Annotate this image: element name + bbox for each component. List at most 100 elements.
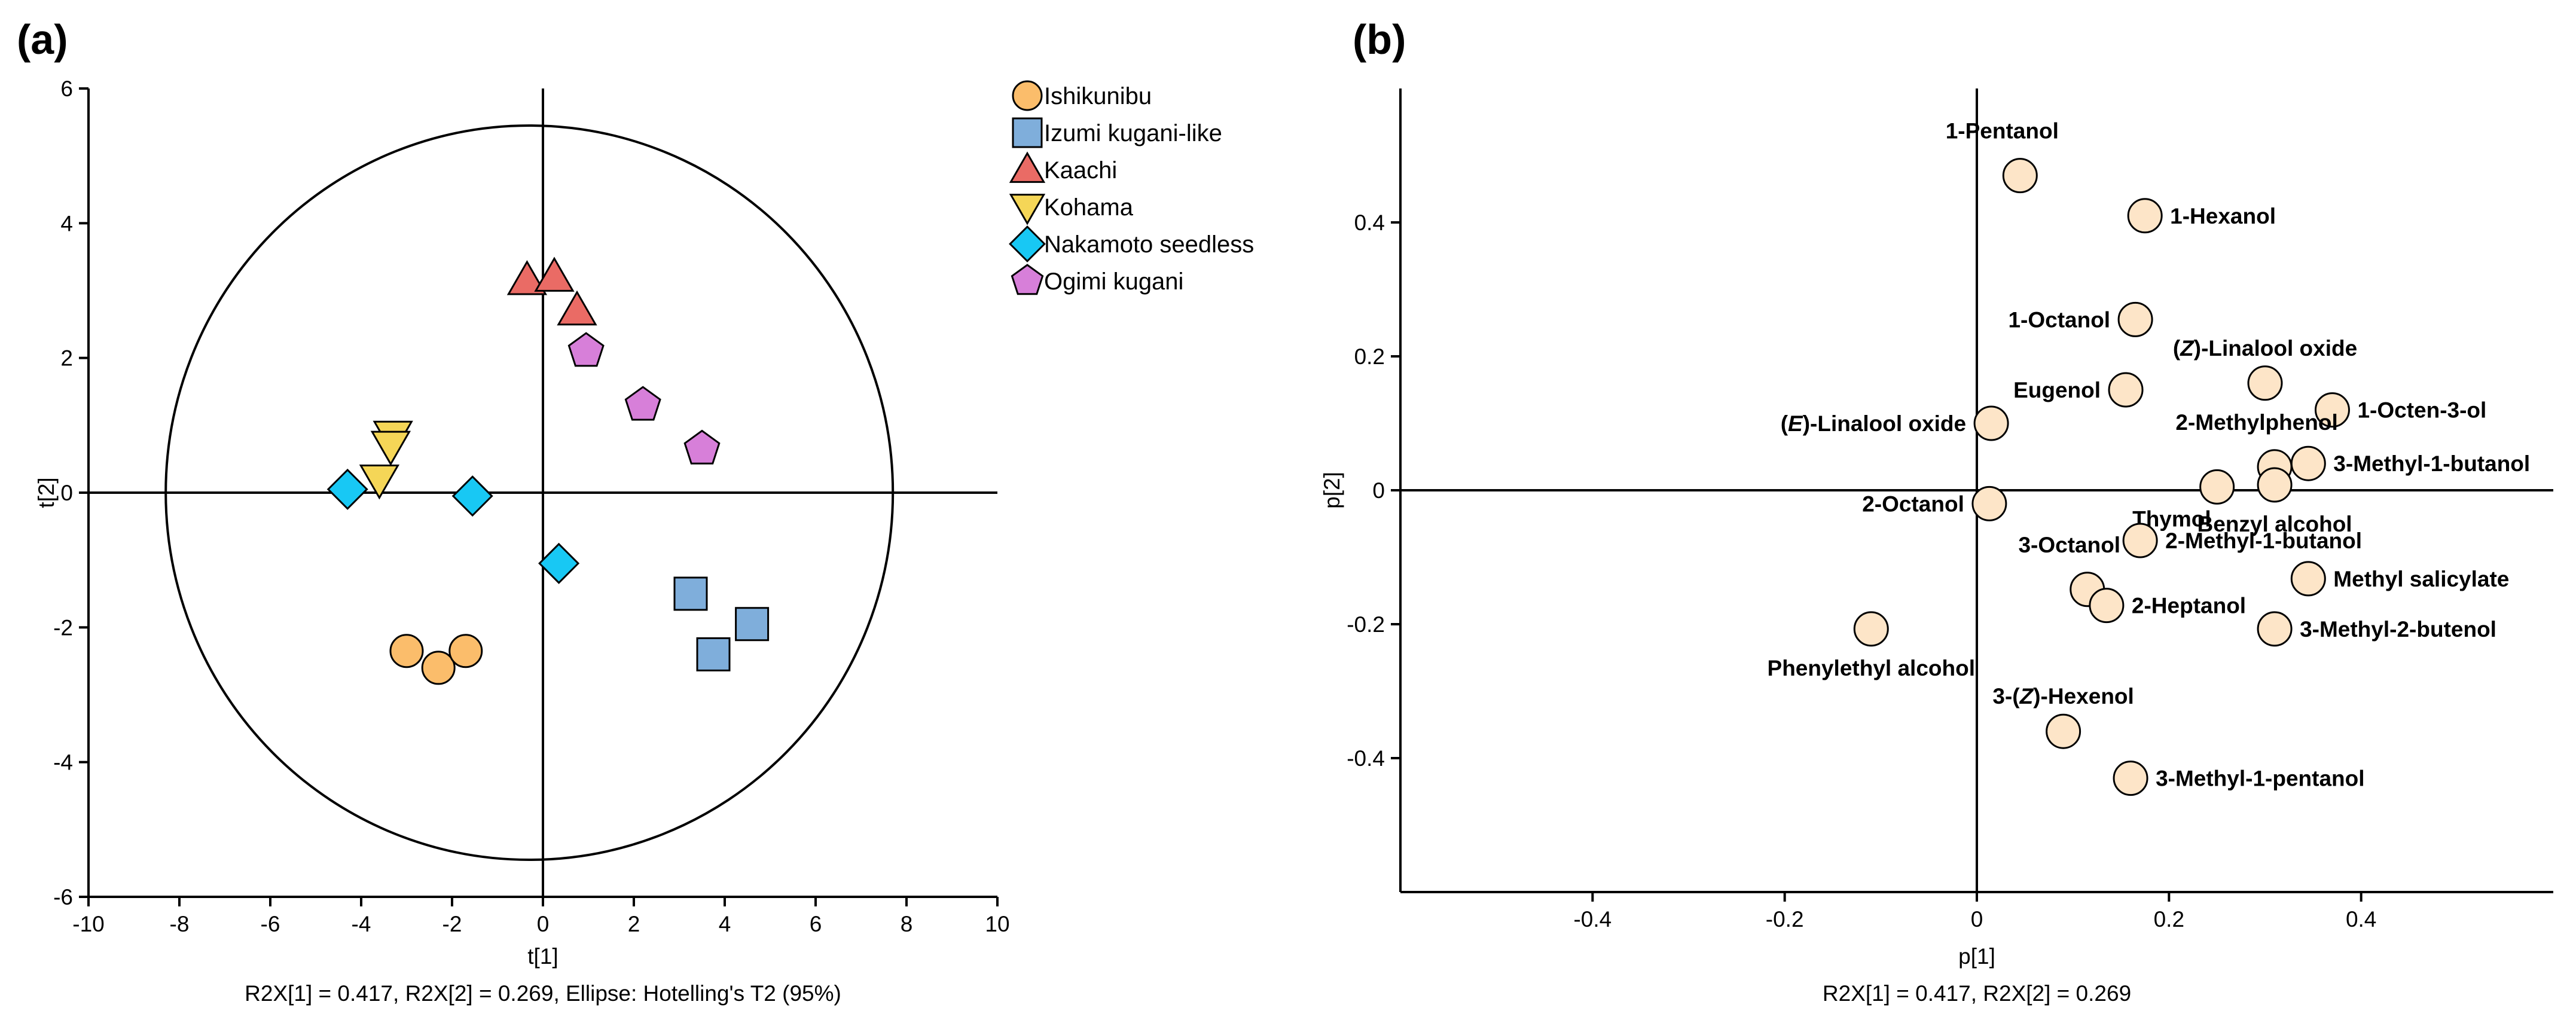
- loading-label-1-octanol: 1-Octanol: [2008, 307, 2110, 332]
- panel-b-caption: R2X[1] = 0.417, R2X[2] = 0.269: [1823, 981, 2131, 1006]
- loading-label-eugenol: Eugenol: [2013, 378, 2101, 402]
- legend-label-kaachi: Kaachi: [1044, 157, 1117, 184]
- legend-label-ishikunibu: Ishikunibu: [1044, 83, 1152, 109]
- loading-label-2-heptanol: 2-Heptanol: [2132, 594, 2246, 618]
- loading-label-z-linalool-oxide: (Z)-Linalool oxide: [2173, 336, 2357, 361]
- panel-b-x-axis-label: p[1]: [1958, 944, 1995, 969]
- loading-label-3-methyl-1-butanol: 3-Methyl-1-butanol: [2333, 451, 2530, 476]
- panel-b-x-tick-label: 0: [1971, 907, 1983, 932]
- panel-b-x-tick-label: 0.2: [2154, 907, 2184, 932]
- label-prefix: (: [2173, 336, 2181, 361]
- loading-point-1-octen-3-ol: [2314, 392, 2350, 428]
- label-text: 3-Methyl-1-butanol: [2333, 451, 2530, 476]
- label-text: 1-Hexanol: [2170, 204, 2276, 228]
- label-text: 1-Pentanol: [1946, 119, 2059, 143]
- panel-a-y-tick-label: 6: [60, 77, 73, 101]
- label-text: Benzyl alcohol: [2197, 512, 2352, 536]
- panel-b-x-tick-label: -0.2: [1766, 907, 1804, 932]
- point-nakamoto-seedless: [451, 475, 493, 517]
- loading-label-methyl-salicylate: Methyl salicylate: [2333, 567, 2509, 591]
- panel-a-x-tick-label: 4: [719, 912, 731, 936]
- panel-b-points: 1-Pentanol1-Hexanol1-Octanol(Z)-Linalool…: [1768, 119, 2530, 796]
- loading-point-methyl-salicylate: [2290, 561, 2326, 597]
- loading-point-thymol: [2199, 469, 2235, 505]
- loading-point-eugenol: [2108, 372, 2144, 408]
- loading-point-3-z-hexenol: [2046, 713, 2081, 749]
- label-prefix: (: [1781, 411, 1788, 436]
- label-text: Phenylethyl alcohol: [1768, 656, 1975, 680]
- legend-marker-nakamoto-seedless: [1009, 225, 1046, 262]
- loading-point-2-methyl-1-butanol: [2122, 523, 2158, 558]
- point-ogimi-kugani: [683, 429, 721, 465]
- loading-point-e-linalool-oxide: [1973, 405, 2009, 441]
- panel-a-x-tick-label: -10: [72, 912, 104, 936]
- point-nakamoto-seedless: [538, 542, 580, 584]
- point-kaachi: [557, 290, 597, 326]
- label-text: 2-Octanol: [1862, 491, 1964, 516]
- label-text: 1-Octanol: [2008, 307, 2110, 332]
- panel-a-x-tick-label: -2: [442, 912, 462, 936]
- panel-a-legend: Ishikunibu Izumi kugani-like Kaachi Kohama N…: [1009, 80, 1254, 295]
- loading-point-3-methyl-1-butanol: [2290, 445, 2326, 481]
- loading-label-3-methyl-1-pentanol: 3-Methyl-1-pentanol: [2156, 767, 2364, 791]
- loading-point-2-octanol: [1971, 485, 2007, 521]
- point-ogimi-kugani: [567, 332, 605, 367]
- loading-label-phenylethyl-alcohol: Phenylethyl alcohol: [1768, 656, 1975, 680]
- panel-a-letter: (a): [17, 16, 68, 63]
- panel-a-x-tick-label: 8: [901, 912, 913, 936]
- panel-a-score-plot: (a) -10 -8 -6 -4 -2 0 2 4 6 8 10 -6 -4 -2 0 2 4 6 Ishikun…: [17, 16, 1254, 1006]
- point-kohama: [370, 430, 411, 466]
- loading-point-z-linalool-oxide: [2247, 365, 2283, 401]
- panel-b-y-axis-label: p[2]: [1320, 472, 1344, 509]
- loading-label-3-z-hexenol: 3-(Z)-Hexenol: [1992, 684, 2134, 709]
- loading-label-e-linalool-oxide: (E)-Linalool oxide: [1781, 411, 1966, 436]
- panel-a-x-tick-label: 10: [985, 912, 1009, 936]
- loading-label-3-methyl-2-butenol: 3-Methyl-2-butenol: [2300, 617, 2496, 642]
- point-nakamoto-seedless: [326, 468, 368, 510]
- panel-a-y-tick-label: 0: [60, 481, 73, 505]
- panel-a-x-tick-label: 6: [810, 912, 822, 936]
- panel-a-x-tick-label: 2: [628, 912, 640, 936]
- point-ishikunibu: [389, 634, 424, 668]
- panel-a-y-tick-label: -6: [53, 885, 73, 909]
- panel-a-axes: -10 -8 -6 -4 -2 0 2 4 6 8 10 -6 -4 -2 0 2 4 6: [53, 77, 1009, 936]
- loading-label-3-octanol: 3-Octanol: [2018, 533, 2120, 557]
- point-izumi-kugani-like: [696, 637, 731, 671]
- label-text: )-Linalool oxide: [1803, 411, 1966, 436]
- panel-b-y-tick-label: -0.2: [1347, 612, 1385, 637]
- point-izumi-kugani-like: [735, 607, 770, 642]
- label-text: 2-Methyl-1-butanol: [2165, 529, 2362, 553]
- panel-b-y-tick-label: 0.2: [1354, 344, 1385, 369]
- point-kohama: [359, 465, 400, 500]
- hotelling-ellipse: [164, 124, 895, 862]
- panel-a-y-tick-label: 2: [60, 346, 73, 371]
- panel-a-y-axis-label: t[2]: [34, 477, 59, 508]
- label-italic: Z: [2019, 684, 2034, 709]
- legend-label-kohama: Kohama: [1044, 194, 1134, 221]
- legend-label-izumi-kugani-like: Izumi kugani-like: [1044, 120, 1222, 146]
- panel-a-y-tick-label: -4: [53, 750, 73, 775]
- panel-a-x-tick-label: 0: [537, 912, 550, 936]
- point-kaachi: [534, 256, 575, 292]
- label-text: )-Hexenol: [2033, 684, 2134, 709]
- panel-b-loading-plot: (b) -0.4 -0.2 0 0.2 0.4 -0.4 -0.2 0 0.2 0.4 1-Pen…: [1320, 16, 2553, 1006]
- loading-point-1-pentanol: [2002, 158, 2038, 194]
- label-text: Methyl salicylate: [2333, 567, 2509, 591]
- loading-label-1-hexanol: 1-Hexanol: [2170, 204, 2276, 228]
- panel-a-x-tick-label: -8: [170, 912, 190, 936]
- legend-marker-ishikunibu: [1012, 80, 1043, 111]
- legend-marker-izumi-kugani-like: [1012, 117, 1043, 148]
- label-text: 3-Octanol: [2018, 533, 2120, 557]
- loading-label-benzyl-alcohol: Benzyl alcohol: [2197, 512, 2352, 536]
- point-ishikunibu: [421, 651, 456, 685]
- panel-b-x-tick-label: -0.4: [1573, 907, 1611, 932]
- panel-a-x-tick-label: -6: [261, 912, 280, 936]
- loading-label-2-octanol: 2-Octanol: [1862, 491, 1964, 516]
- panel-a-x-axis-label: t[1]: [527, 944, 558, 969]
- loading-label-1-octen-3-ol: 1-Octen-3-ol: [2357, 398, 2486, 423]
- loading-point-benzyl-alcohol: [2257, 467, 2293, 503]
- legend-label-ogimi-kugani: Ogimi kugani: [1044, 268, 1183, 295]
- panel-b-x-tick-label: 0.4: [2346, 907, 2376, 932]
- loading-point-phenylethyl-alcohol: [1853, 611, 1889, 647]
